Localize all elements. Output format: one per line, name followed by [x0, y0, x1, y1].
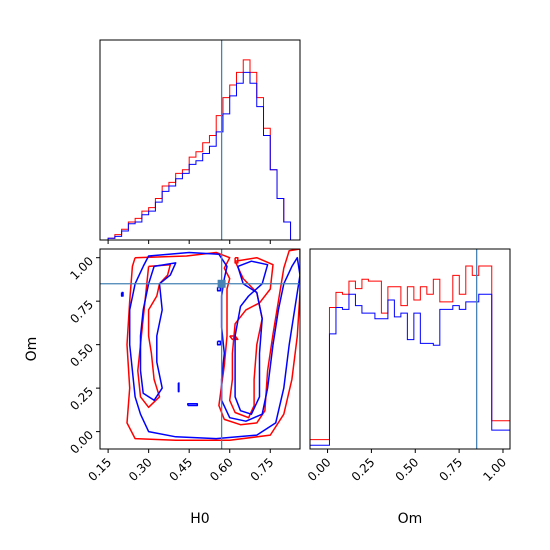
h0-tick-label: 0.30	[126, 455, 155, 484]
joint-contour-panel: 0.15 0.30 0.45 0.60 0.75 0.00 0.25 0.50 0.75 1.0…	[24, 248, 301, 527]
contour-blue-0	[128, 251, 300, 440]
om-x-tick-label: 0.50	[393, 455, 422, 484]
om-marginal-panel: 0.00 0.25 0.50 0.75 1.00 Om	[305, 248, 511, 527]
h0-tick-label: 0.15	[85, 455, 114, 484]
om-x-tick-label: 1.00	[480, 455, 509, 484]
om-x-tick-label: 0.75	[436, 455, 465, 484]
om-tick-label: 1.00	[67, 254, 96, 283]
joint-frame	[99, 248, 301, 450]
joint-truth-marker	[217, 279, 226, 288]
contour-blue-1	[139, 262, 177, 402]
om-x-tick-label: 0.25	[349, 455, 378, 484]
h0-tick-label: 0.60	[207, 455, 236, 484]
om-tick-label: 0.00	[67, 428, 96, 457]
x-axis-label-om: Om	[398, 511, 423, 527]
om-tick-label: 0.25	[67, 384, 96, 413]
contour-red-0	[126, 249, 300, 442]
om-hist-red	[310, 265, 510, 449]
h0-marginal-frame	[99, 39, 301, 241]
h0-hist-blue	[107, 71, 292, 240]
contour-blue-3	[120, 291, 124, 297]
om-hist-blue	[310, 293, 510, 449]
om-x-tick-label: 0.00	[305, 455, 334, 484]
contour-red-4	[234, 256, 239, 264]
y-axis-label-om: Om	[24, 337, 40, 362]
contour-red-3	[229, 335, 239, 341]
contour-blue-2	[234, 260, 269, 415]
om-tick-label: 0.50	[67, 341, 96, 370]
om-marginal-frame	[309, 248, 511, 450]
contour-blue-6	[216, 286, 222, 292]
contour-blue-5	[187, 403, 199, 407]
x-axis-label-h0: H0	[190, 511, 209, 527]
h0-tick-label: 0.45	[167, 455, 196, 484]
om-tick-label: 0.75	[67, 297, 96, 326]
h0-hist-red	[107, 59, 292, 240]
contour-blue-4	[177, 382, 180, 393]
h0-tick-label: 0.75	[248, 455, 277, 484]
h0-marginal-panel	[99, 39, 301, 244]
contour-blue-7	[216, 340, 222, 346]
